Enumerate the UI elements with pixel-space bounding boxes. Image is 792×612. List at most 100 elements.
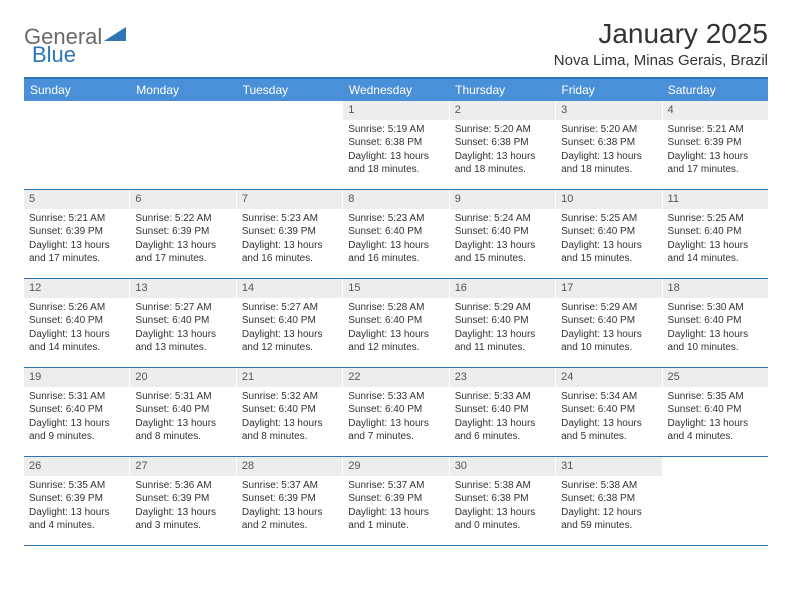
day-number: 22 [343,368,448,387]
sunrise-line: Sunrise: 5:26 AM [29,301,124,315]
daylight-line: Daylight: 13 hours and 5 minutes. [561,417,656,444]
sunrise-line: Sunrise: 5:23 AM [242,212,337,226]
sunset-line: Sunset: 6:40 PM [455,403,550,417]
day-number: 10 [556,190,661,209]
day-number: 15 [343,279,448,298]
daylight-line: Daylight: 13 hours and 17 minutes. [668,150,763,177]
day-body: Sunrise: 5:38 AMSunset: 6:38 PMDaylight:… [556,476,661,537]
day-body: Sunrise: 5:35 AMSunset: 6:40 PMDaylight:… [663,387,768,448]
daylight-line: Daylight: 13 hours and 10 minutes. [561,328,656,355]
day-number: 29 [343,457,448,476]
day-cell: . [130,101,236,189]
weekday-header: Sunday [24,79,130,101]
logo-triangle-icon [104,26,128,49]
day-cell: 12Sunrise: 5:26 AMSunset: 6:40 PMDayligh… [24,279,130,367]
day-body: Sunrise: 5:20 AMSunset: 6:38 PMDaylight:… [450,120,555,181]
sunrise-line: Sunrise: 5:29 AM [561,301,656,315]
sunrise-line: Sunrise: 5:29 AM [455,301,550,315]
day-number: 2 [450,101,555,120]
sunset-line: Sunset: 6:39 PM [668,136,763,150]
sunrise-line: Sunrise: 5:21 AM [668,123,763,137]
daylight-line: Daylight: 12 hours and 59 minutes. [561,506,656,533]
daylight-line: Daylight: 13 hours and 9 minutes. [29,417,124,444]
day-number: 5 [24,190,129,209]
day-number: 25 [663,368,768,387]
sunrise-line: Sunrise: 5:37 AM [242,479,337,493]
sunset-line: Sunset: 6:40 PM [561,403,656,417]
day-number: 30 [450,457,555,476]
daylight-line: Daylight: 13 hours and 13 minutes. [135,328,230,355]
day-number: 4 [663,101,768,120]
day-body: Sunrise: 5:19 AMSunset: 6:38 PMDaylight:… [343,120,448,181]
day-cell: 20Sunrise: 5:31 AMSunset: 6:40 PMDayligh… [130,368,236,456]
weekday-header-row: SundayMondayTuesdayWednesdayThursdayFrid… [24,79,768,101]
sunrise-line: Sunrise: 5:33 AM [455,390,550,404]
day-number: 9 [450,190,555,209]
sunset-line: Sunset: 6:40 PM [455,314,550,328]
sunrise-line: Sunrise: 5:27 AM [135,301,230,315]
day-body: Sunrise: 5:38 AMSunset: 6:38 PMDaylight:… [450,476,555,537]
sunrise-line: Sunrise: 5:32 AM [242,390,337,404]
week-row: ...1Sunrise: 5:19 AMSunset: 6:38 PMDayli… [24,101,768,190]
sunset-line: Sunset: 6:40 PM [561,225,656,239]
sunset-line: Sunset: 6:39 PM [29,492,124,506]
day-cell: 10 Sunrise: 5:25 AMSunset: 6:40 PMDayligh… [556,190,662,278]
day-cell: 24Sunrise: 5:34 AMSunset: 6:40 PMDayligh… [556,368,662,456]
day-number: 3 [556,101,661,120]
day-body: Sunrise: 5:21 AMSunset: 6:39 PMDaylight:… [24,209,129,270]
sunset-line: Sunset: 6:40 PM [668,314,763,328]
day-body: Sunrise: 5:37 AMSunset: 6:39 PMDaylight:… [237,476,342,537]
sunrise-line: Sunrise: 5:20 AM [455,123,550,137]
day-body: Sunrise: 5:20 AMSunset: 6:38 PMDaylight:… [556,120,661,181]
day-body: Sunrise: 5:37 AMSunset: 6:39 PMDaylight:… [343,476,448,537]
sunset-line: Sunset: 6:40 PM [348,403,443,417]
daylight-line: Daylight: 13 hours and 2 minutes. [242,506,337,533]
daylight-line: Daylight: 13 hours and 18 minutes. [348,150,443,177]
daylight-line: Daylight: 13 hours and 16 minutes. [242,239,337,266]
day-number: 26 [24,457,129,476]
sunrise-line: Sunrise: 5:25 AM [561,212,656,226]
day-cell: 3Sunrise: 5:20 AMSunset: 6:38 PMDaylight… [556,101,662,189]
daylight-line: Daylight: 13 hours and 7 minutes. [348,417,443,444]
day-number: 12 [24,279,129,298]
day-cell: 17 Sunrise: 5:29 AMSunset: 6:40 PMDayligh… [556,279,662,367]
day-body: Sunrise: 5:33 AMSunset: 6:40 PMDaylight:… [450,387,555,448]
day-body: Sunrise: 5:23 AMSunset: 6:39 PMDaylight:… [237,209,342,270]
daylight-line: Daylight: 13 hours and 8 minutes. [242,417,337,444]
sunrise-line: Sunrise: 5:21 AM [29,212,124,226]
sunset-line: Sunset: 6:39 PM [29,225,124,239]
daylight-line: Daylight: 13 hours and 1 minute. [348,506,443,533]
daylight-line: Daylight: 13 hours and 15 minutes. [561,239,656,266]
weekday-header: Thursday [449,79,555,101]
day-number: 17 [556,279,661,298]
day-number: 7 [237,190,342,209]
sunset-line: Sunset: 6:40 PM [668,225,763,239]
day-body: Sunrise: 5:32 AMSunset: 6:40 PMDaylight:… [237,387,342,448]
daylight-line: Daylight: 13 hours and 4 minutes. [668,417,763,444]
sunrise-line: Sunrise: 5:38 AM [561,479,656,493]
sunset-line: Sunset: 6:40 PM [29,314,124,328]
sunset-line: Sunset: 6:39 PM [242,492,337,506]
day-body: Sunrise: 5:23 AMSunset: 6:40 PMDaylight:… [343,209,448,270]
day-cell: 18Sunrise: 5:30 AMSunset: 6:40 PMDayligh… [663,279,768,367]
day-number: 13 [130,279,235,298]
day-cell: 30Sunrise: 5:38 AMSunset: 6:38 PMDayligh… [450,457,556,545]
daylight-line: Daylight: 13 hours and 17 minutes. [135,239,230,266]
month-title: January 2025 [554,18,768,50]
day-cell: 26Sunrise: 5:35 AMSunset: 6:39 PMDayligh… [24,457,130,545]
sunset-line: Sunset: 6:40 PM [348,314,443,328]
day-number: 19 [24,368,129,387]
day-cell: . [24,101,130,189]
day-cell: 9Sunrise: 5:24 AMSunset: 6:40 PMDaylight… [450,190,556,278]
sunset-line: Sunset: 6:38 PM [561,136,656,150]
day-number: 18 [663,279,768,298]
day-number: 1 [343,101,448,120]
sunset-line: Sunset: 6:40 PM [561,314,656,328]
sunset-line: Sunset: 6:38 PM [455,136,550,150]
sunrise-line: Sunrise: 5:25 AM [668,212,763,226]
day-body: Sunrise: 5:31 AMSunset: 6:40 PMDaylight:… [130,387,235,448]
day-number: 24 [556,368,661,387]
day-cell: 23Sunrise: 5:33 AMSunset: 6:40 PMDayligh… [450,368,556,456]
sunrise-line: Sunrise: 5:31 AM [135,390,230,404]
sunset-line: Sunset: 6:40 PM [135,403,230,417]
